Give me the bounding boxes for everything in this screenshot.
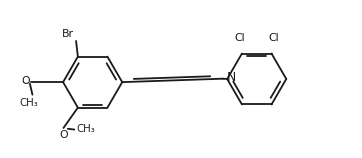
Text: Br: Br <box>62 29 74 40</box>
Text: CH₃: CH₃ <box>76 124 95 134</box>
Text: methoxy: methoxy <box>22 82 29 83</box>
Text: N: N <box>227 71 236 84</box>
Text: Cl: Cl <box>268 33 279 43</box>
Text: Cl: Cl <box>235 33 245 43</box>
Text: O: O <box>21 76 30 86</box>
Text: CH₃: CH₃ <box>20 98 38 108</box>
Text: O: O <box>59 130 68 140</box>
